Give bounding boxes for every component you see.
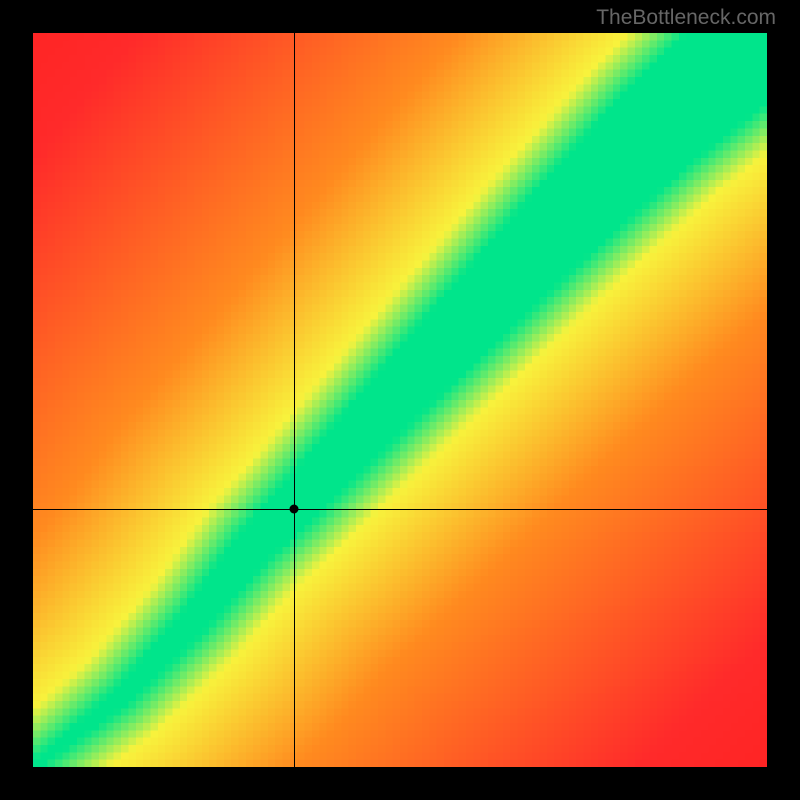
heatmap-canvas xyxy=(33,33,767,767)
crosshair-horizontal xyxy=(33,509,767,510)
chart-container: TheBottleneck.com xyxy=(0,0,800,800)
crosshair-vertical xyxy=(294,33,295,767)
bottleneck-heatmap xyxy=(33,33,767,767)
selected-point xyxy=(289,504,298,513)
watermark-text: TheBottleneck.com xyxy=(596,6,776,30)
